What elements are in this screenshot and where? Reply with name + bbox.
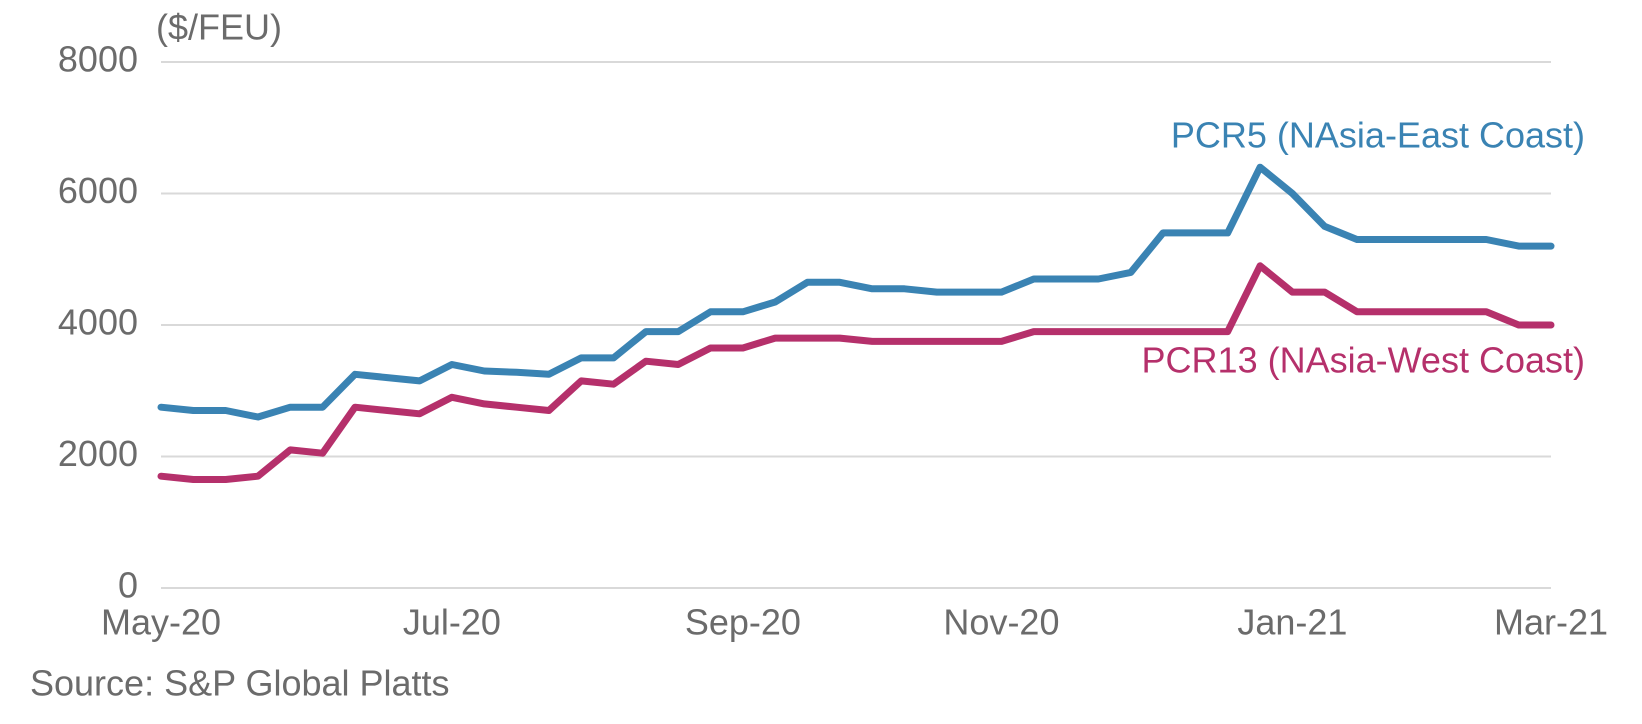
source: Source: S&P Global Platts <box>30 663 450 704</box>
x-tick-label: Sep-20 <box>685 602 801 643</box>
series-line <box>157 163 1555 421</box>
y-tick-label: 8000 <box>58 39 138 80</box>
x-tick-label: Jul-20 <box>403 602 501 643</box>
series-label: PCR13 (NAsia-West Coast) <box>1142 340 1585 381</box>
series-label: PCR5 (NAsia-East Coast) <box>1171 115 1585 156</box>
y-tick-label: 6000 <box>58 170 138 211</box>
y-tick-label: 4000 <box>58 302 138 343</box>
series-line <box>157 262 1555 483</box>
x-tick-label: Nov-20 <box>943 602 1059 643</box>
unit-label: ($/FEU) <box>156 7 282 48</box>
x-tick-label: Jan-21 <box>1237 602 1347 643</box>
y-tick-label: 2000 <box>58 433 138 474</box>
x-tick-label: May-20 <box>101 602 221 643</box>
y-tick-label: 0 <box>118 565 138 606</box>
x-tick-label: Mar-21 <box>1494 602 1608 643</box>
